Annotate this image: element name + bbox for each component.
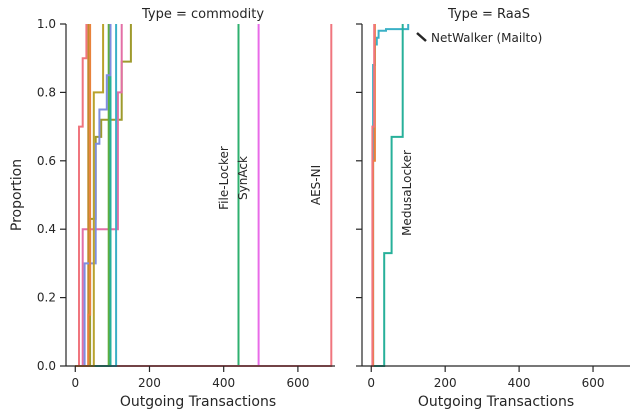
x-tick-label: 400: [212, 376, 235, 390]
x-tick-label: 0: [367, 376, 375, 390]
panel-raas: Type = RaaS NetWalker (Mailto) MedusaLock…: [356, 7, 630, 410]
x-ticks: 0 200 400 600: [367, 366, 604, 390]
series-annotation: AES-NI: [309, 165, 323, 205]
x-tick-label: 600: [582, 376, 605, 390]
ecdf-line-medusalocker: [371, 24, 403, 366]
ecdf-line-file-locker: [75, 24, 238, 366]
y-tick-label: 0.0: [37, 359, 56, 373]
y-ticks: [356, 24, 362, 366]
y-tick-label: 1.0: [37, 17, 56, 31]
ecdf-line-aes-ni: [75, 24, 331, 366]
series-annotation: SynAck: [236, 156, 250, 200]
x-tick-label: 200: [138, 376, 161, 390]
panel-title: Type = RaaS: [447, 7, 530, 22]
x-tick-label: 600: [286, 376, 309, 390]
series-group: [75, 24, 331, 366]
x-tick-label: 200: [434, 376, 457, 390]
series-annotation: File-Locker: [217, 146, 231, 210]
x-tick-label: 0: [71, 376, 79, 390]
x-ticks: 0 200 400 600: [71, 366, 309, 390]
x-axis-label: Outgoing Transactions: [418, 394, 574, 410]
x-axis-label: Outgoing Transactions: [120, 394, 276, 410]
annotation-group: NetWalker (Mailto) MedusaLocker: [400, 31, 542, 236]
series-annotation: NetWalker (Mailto): [431, 31, 542, 45]
series-annotation: MedusaLocker: [400, 150, 414, 236]
y-tick-label: 0.4: [37, 222, 56, 236]
panel-commodity: Type = commodity File-Locker SynAck AES-NI…: [9, 7, 335, 410]
annotation-group: File-Locker SynAck AES-NI: [217, 146, 323, 210]
y-tick-label: 0.6: [37, 154, 56, 168]
annotation-arrow: [417, 33, 426, 41]
y-axis-label: Proportion: [9, 159, 25, 231]
y-ticks: 0.0 0.2 0.4 0.6 0.8 1.0: [37, 17, 66, 373]
y-tick-label: 0.2: [37, 291, 56, 305]
x-tick-label: 400: [508, 376, 531, 390]
panel-title: Type = commodity: [141, 7, 264, 22]
y-tick-label: 0.8: [37, 85, 56, 99]
